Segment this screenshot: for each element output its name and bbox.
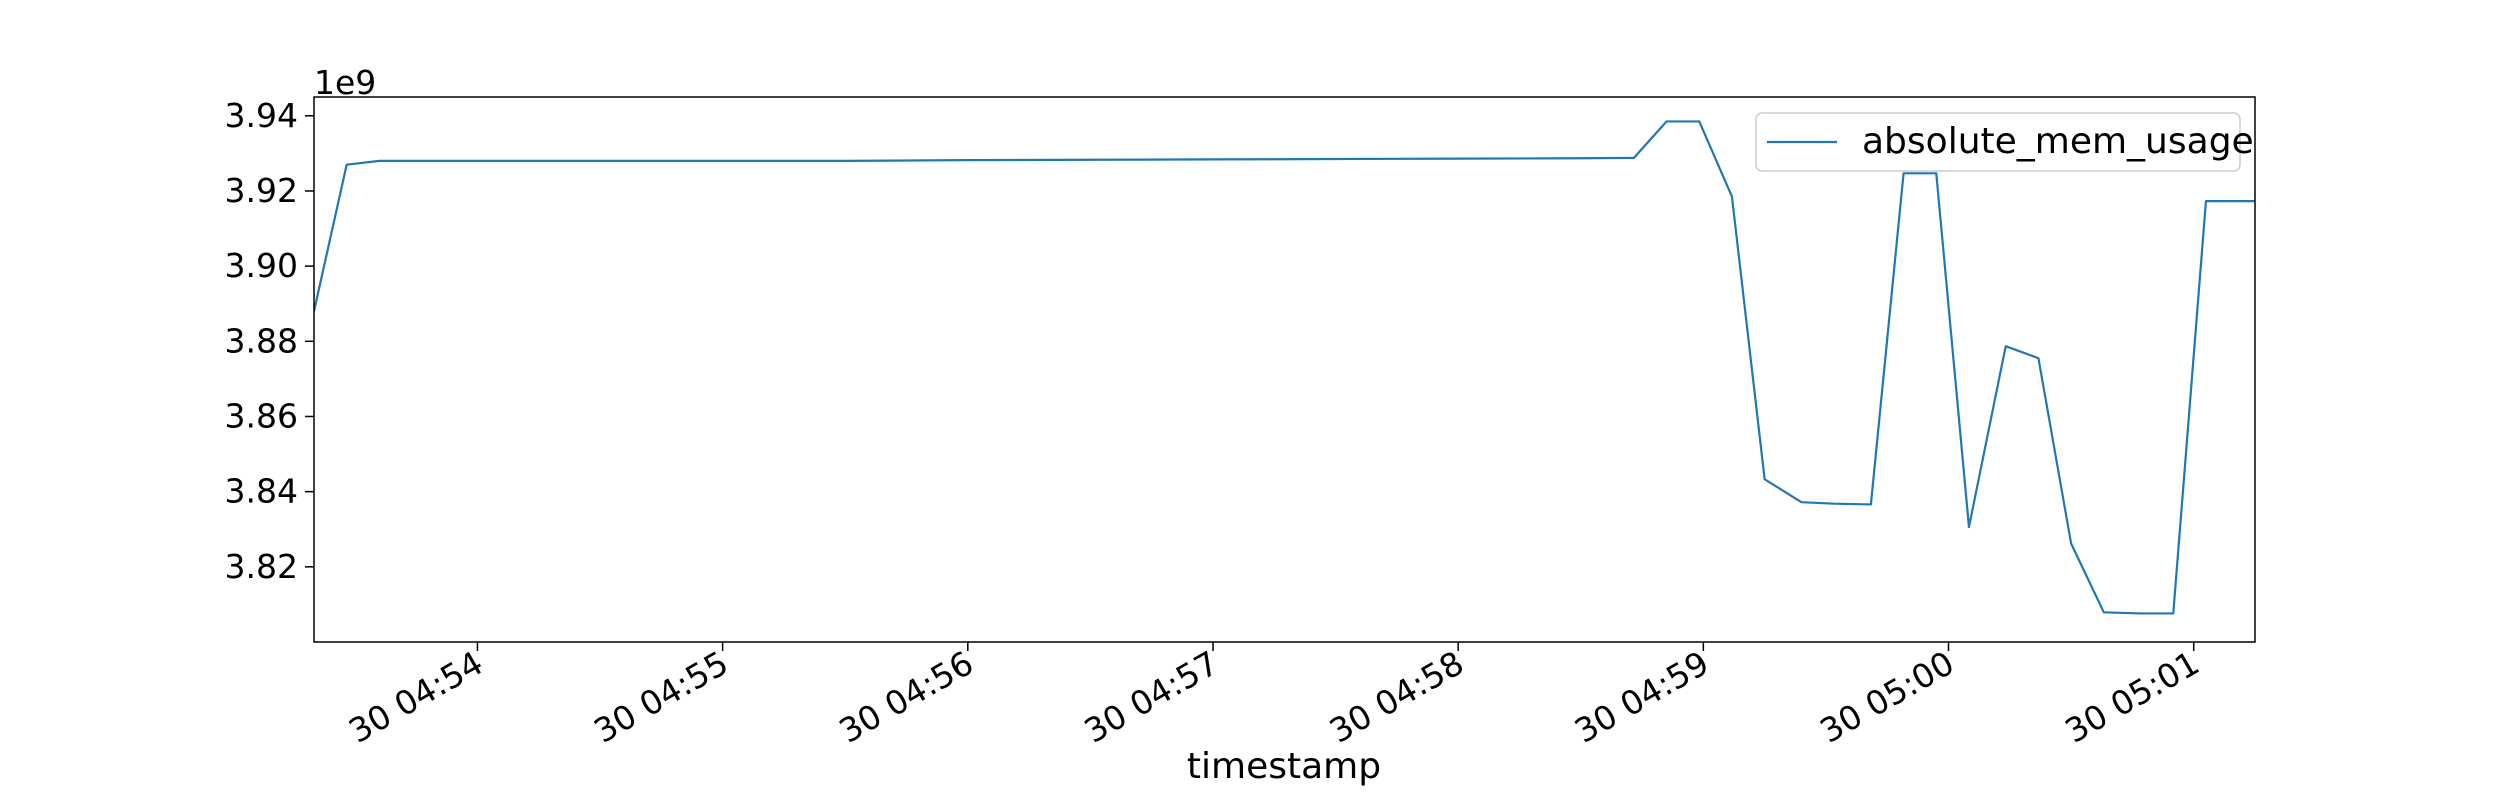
series-line-absolute-mem-usage xyxy=(314,120,2255,615)
y-axis-ticks: 3.82 3.84 3.86 3.88 3.90 3.92 3.94 xyxy=(225,96,314,586)
legend-box xyxy=(1755,112,2241,172)
series-group xyxy=(314,120,2255,615)
y-tick-label: 3.94 xyxy=(225,96,298,135)
y-tick-label: 3.82 xyxy=(225,547,298,586)
y-tick-label: 3.90 xyxy=(225,246,298,285)
x-axis-title: timestamp xyxy=(1187,746,1381,787)
plot-frame xyxy=(313,96,2256,643)
y-tick-label: 3.92 xyxy=(225,171,298,210)
y-tick-label: 3.88 xyxy=(225,321,298,360)
legend-label: absolute_mem_usage xyxy=(1862,121,2254,162)
y-axis-offset-label: 1e9 xyxy=(314,63,376,102)
legend: absolute_mem_usage xyxy=(1755,112,2254,172)
y-tick-label: 3.84 xyxy=(225,472,298,511)
y-tick-label: 3.86 xyxy=(225,396,298,435)
